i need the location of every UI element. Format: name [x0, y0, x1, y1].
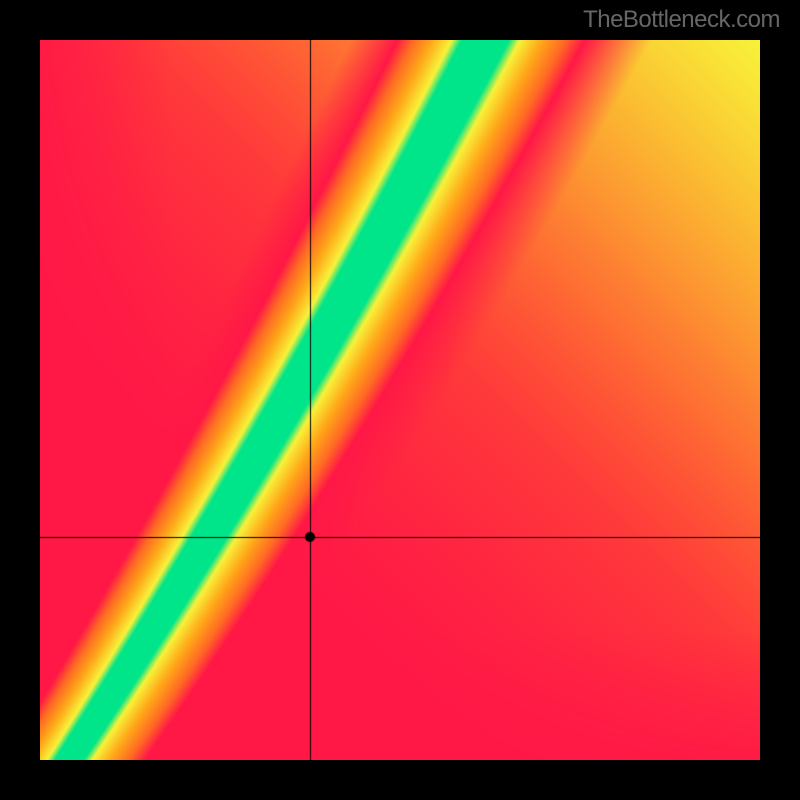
watermark-text: TheBottleneck.com [583, 6, 780, 34]
heatmap-plot [40, 40, 760, 760]
chart-frame: TheBottleneck.com [0, 0, 800, 800]
heatmap-canvas [40, 40, 760, 760]
